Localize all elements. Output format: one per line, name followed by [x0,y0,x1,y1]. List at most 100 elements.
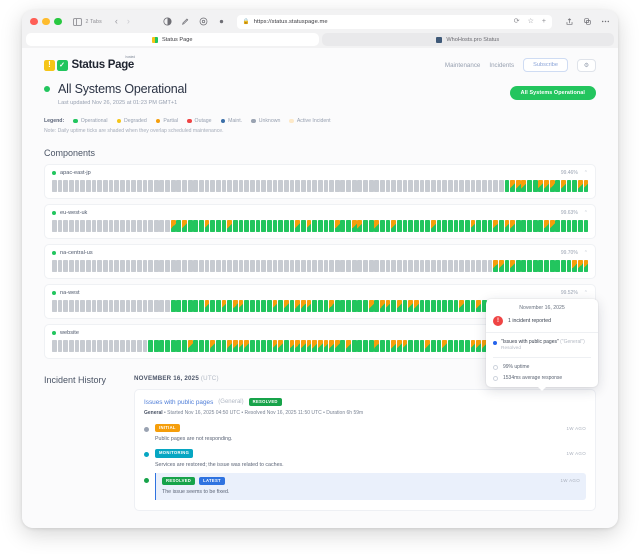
uptime-bar-tick[interactable] [52,300,57,312]
uptime-bar-tick[interactable] [323,300,329,312]
uptime-bar-tick[interactable] [470,300,476,312]
uptime-bar-tick[interactable] [255,260,261,272]
uptime-bar-tick[interactable] [481,300,487,312]
uptime-bar-tick[interactable] [329,340,334,352]
uptime-bar-tick[interactable] [300,340,306,352]
uptime-bar-tick[interactable] [210,300,216,312]
star-icon[interactable]: ☆ [527,18,534,25]
uptime-bar-tick[interactable] [566,180,572,192]
uptime-bar-tick[interactable] [317,300,323,312]
uptime-bar-tick[interactable] [464,220,470,232]
uptime-bar-tick[interactable] [549,260,555,272]
uptime-bar-tick[interactable] [136,220,142,232]
uptime-bar-tick[interactable] [464,300,470,312]
uptime-bar-tick[interactable] [566,220,572,232]
uptime-bar-tick[interactable] [340,340,346,352]
uptime-bar-tick[interactable] [193,180,199,192]
uptime-bar-tick[interactable] [153,260,159,272]
minimize-window-button[interactable] [42,17,50,26]
uptime-bar-tick[interactable] [63,340,69,352]
uptime-bar-tick[interactable] [142,260,148,272]
uptime-bar-tick[interactable] [266,220,272,232]
uptime-bar-tick[interactable] [442,180,448,192]
uptime-bar-tick[interactable] [193,220,199,232]
uptime-bar-tick[interactable] [368,220,374,232]
nav-incidents[interactable]: Incidents [489,61,515,69]
uptime-bar-tick[interactable] [187,340,193,352]
uptime-bar-tick[interactable] [470,180,476,192]
uptime-bar-tick[interactable] [408,300,414,312]
uptime-bar-tick[interactable] [493,220,498,232]
uptime-bar-tick[interactable] [363,260,368,272]
uptime-bar-tick[interactable] [323,340,329,352]
uptime-bar-tick[interactable] [221,180,227,192]
uptime-bar-tick[interactable] [295,180,300,192]
uptime-bar-tick[interactable] [385,340,391,352]
uptime-bar-tick[interactable] [85,220,91,232]
uptime-bar-tick[interactable] [272,340,278,352]
uptime-bar-tick[interactable] [74,260,80,272]
uptime-bar-tick[interactable] [408,260,414,272]
uptime-bar-tick[interactable] [498,180,504,192]
uptime-bar-tick[interactable] [249,340,255,352]
uptime-bar-tick[interactable] [578,260,583,272]
uptime-bar-tick[interactable] [334,300,340,312]
uptime-bar-track[interactable] [52,180,589,192]
uptime-bar-tick[interactable] [476,260,481,272]
uptime-bar-tick[interactable] [289,220,295,232]
uptime-bar-tick[interactable] [148,220,153,232]
uptime-bar-tick[interactable] [391,340,397,352]
uptime-bar-tick[interactable] [199,300,204,312]
uptime-bar-tick[interactable] [470,340,476,352]
uptime-bar-tick[interactable] [374,260,380,272]
nav-buttons[interactable]: ‹ › [115,17,130,26]
uptime-bar-tick[interactable] [397,260,402,272]
uptime-bar-tick[interactable] [532,180,538,192]
uptime-bar-tick[interactable] [244,300,250,312]
uptime-bar-tick[interactable] [385,260,391,272]
uptime-bar-tick[interactable] [402,300,408,312]
uptime-bar-tick[interactable] [119,260,125,272]
uptime-bar-tick[interactable] [453,340,459,352]
uptime-bar-tick[interactable] [430,260,436,272]
uptime-bar-tick[interactable] [436,260,442,272]
extensions-icon[interactable] [199,17,208,26]
uptime-bar-tick[interactable] [583,180,589,192]
uptime-bar-tick[interactable] [199,220,204,232]
uptime-bar-tick[interactable] [204,180,210,192]
uptime-bar-tick[interactable] [312,300,317,312]
shield-icon[interactable] [217,17,226,26]
uptime-bar-tick[interactable] [131,180,136,192]
uptime-bar-tick[interactable] [476,180,481,192]
uptime-bar-tick[interactable] [357,340,363,352]
uptime-bar-tick[interactable] [74,340,80,352]
uptime-bar-tick[interactable] [351,300,357,312]
uptime-bar-tick[interactable] [114,260,119,272]
uptime-bar-tick[interactable] [91,260,97,272]
uptime-bar-tick[interactable] [312,220,317,232]
uptime-bar-tick[interactable] [238,260,244,272]
uptime-bar-tick[interactable] [131,340,136,352]
uptime-bar-tick[interactable] [187,180,193,192]
browser-tab-whohosts[interactable]: WhoHosts.pro Status [321,33,614,46]
uptime-bar-tick[interactable] [238,300,244,312]
uptime-bar-tick[interactable] [63,260,69,272]
uptime-bar-tick[interactable] [300,300,306,312]
uptime-bar-tick[interactable] [289,340,295,352]
uptime-bar-tick[interactable] [170,220,176,232]
chevron-up-icon[interactable]: ⌃ [583,210,588,216]
uptime-bar-tick[interactable] [357,260,363,272]
uptime-bar-tick[interactable] [272,220,278,232]
uptime-bar-tick[interactable] [329,180,334,192]
uptime-bar-tick[interactable] [108,300,114,312]
uptime-bar-tick[interactable] [312,180,317,192]
uptime-bar-tick[interactable] [57,340,63,352]
uptime-bar-tick[interactable] [521,180,527,192]
uptime-bar-tick[interactable] [447,340,453,352]
uptime-bar-tick[interactable] [374,340,380,352]
uptime-bar-track[interactable] [52,260,589,272]
uptime-bar-tick[interactable] [323,220,329,232]
uptime-bar-tick[interactable] [261,300,267,312]
chevron-up-icon[interactable]: ⌃ [583,170,588,176]
uptime-bar-tick[interactable] [114,300,119,312]
